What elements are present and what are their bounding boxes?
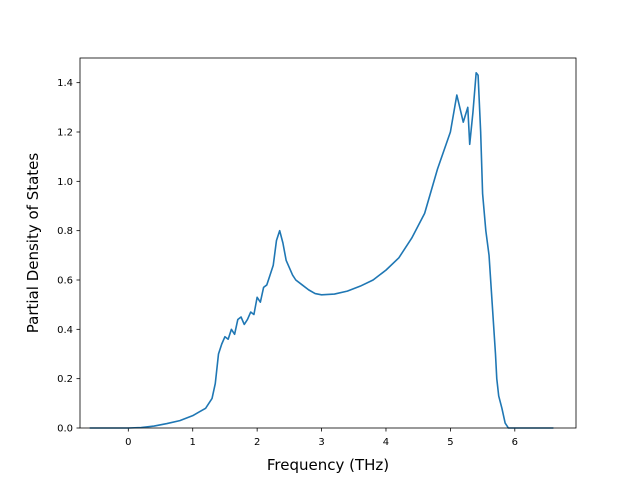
y-tick-label: 0.4 [57,325,73,336]
y-tick-label: 0.6 [57,276,73,287]
x-tick-label: 0 [125,437,131,448]
x-tick-label: 5 [447,437,453,448]
y-tick-label: 0.2 [57,374,73,385]
y-tick-label: 1.0 [57,177,73,188]
y-tick-label: 0.0 [57,424,73,435]
y-tick-label: 1.2 [57,128,73,139]
plot-frame [79,57,577,429]
x-tick-label: 2 [254,437,260,448]
y-tick-label: 0.8 [57,226,73,237]
ticks-layer: 0 1 2 3 4 5 6 0.0 0.2 0.4 0.6 0.8 1.0 1.2 1.4 [57,78,518,448]
y-tick-label: 1.4 [57,78,73,89]
y-axis-label: Partial Density of States [24,153,42,334]
x-tick-label: 1 [190,437,196,448]
pdos-line [89,72,554,429]
x-tick-label: 3 [318,437,324,448]
x-tick-label: 4 [383,437,389,448]
x-axis-label: Frequency (THz) [267,456,389,474]
plot-area [80,58,576,428]
x-tick-label: 6 [512,437,518,448]
